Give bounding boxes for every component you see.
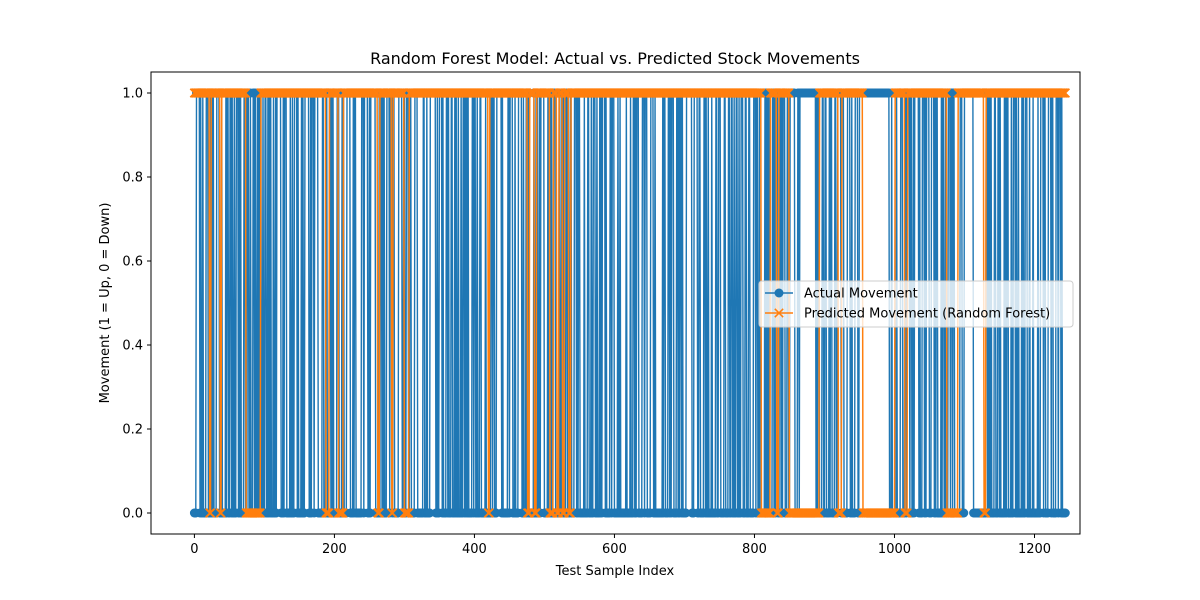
- x-axis-label: Test Sample Index: [555, 564, 675, 579]
- data-point: [959, 508, 969, 518]
- y-tick-label: 0.8: [122, 171, 143, 186]
- data-point: [889, 508, 900, 518]
- x-tick-label: 1200: [1018, 542, 1051, 557]
- data-point: [681, 508, 691, 518]
- data-point: [255, 508, 265, 518]
- x-tick-label: 0: [190, 542, 198, 557]
- y-tick-label: 0.0: [122, 507, 143, 522]
- data-point: [1060, 508, 1070, 518]
- legend-label: Predicted Movement (Random Forest): [804, 307, 1050, 322]
- series-markers-1: [189, 88, 1071, 518]
- data-point: [836, 508, 847, 518]
- data-point: [756, 88, 766, 98]
- data-point: [765, 508, 775, 518]
- x-tick-label: 200: [322, 542, 347, 557]
- y-tick-label: 1.0: [122, 87, 143, 102]
- data-point: [205, 508, 216, 518]
- plot-area: [189, 88, 1071, 518]
- data-point: [531, 508, 541, 518]
- plot-frame: [150, 71, 1081, 535]
- legend-marker: [774, 288, 784, 298]
- data-point: [338, 508, 348, 518]
- legend-box: [758, 280, 1074, 328]
- data-point: [1060, 88, 1071, 98]
- axes: 0 200 400 600 800 1000 1200 0.0 0.2 0.4 0.6 0.8 1.0: [122, 71, 1081, 557]
- data-point: [240, 88, 251, 98]
- data-point: [565, 508, 576, 518]
- legend-label: Actual Movement: [804, 287, 918, 302]
- data-point: [980, 508, 991, 518]
- y-tick-label: 0.6: [122, 255, 143, 270]
- x-tick-label: 1000: [878, 542, 911, 557]
- data-point: [374, 508, 384, 518]
- data-point: [814, 508, 824, 518]
- y-tick-label: 0.2: [122, 423, 143, 438]
- data-point: [403, 508, 414, 518]
- data-point: [857, 88, 868, 98]
- legend-marker: [774, 308, 784, 318]
- x-tick-label: 400: [462, 542, 487, 557]
- data-point: [425, 508, 435, 518]
- x-tick-label: 800: [742, 542, 767, 557]
- legend: Actual Movement Predicted Movement (Rando…: [758, 280, 1074, 328]
- data-point: [216, 508, 226, 518]
- data-point: [484, 508, 494, 518]
- data-point: [952, 508, 963, 518]
- chart-title: Random Forest Model: Actual vs. Predicte…: [370, 49, 860, 68]
- data-point: [387, 508, 398, 518]
- data-point: [773, 508, 783, 518]
- data-point: [784, 88, 794, 98]
- y-axis-label: Movement (1 = Up, 0 = Down): [98, 203, 113, 404]
- data-point: [941, 88, 952, 98]
- y-tick-label: 0.4: [122, 339, 143, 354]
- x-tick-label: 600: [602, 542, 627, 557]
- data-point: [324, 508, 334, 518]
- data-point: [902, 508, 912, 518]
